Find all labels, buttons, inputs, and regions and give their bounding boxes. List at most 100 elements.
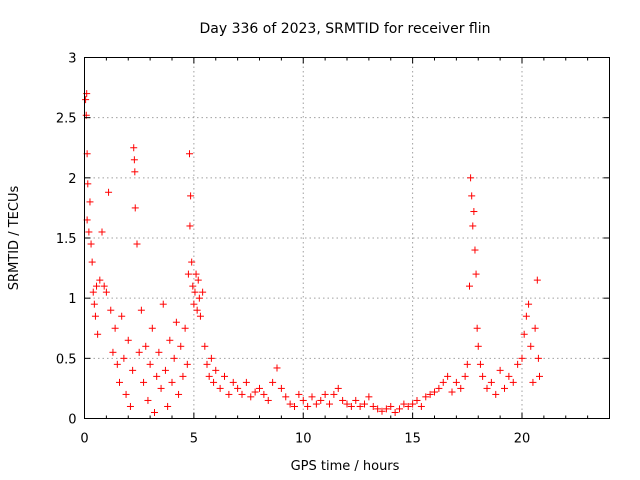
data-point	[168, 378, 176, 386]
data-point	[126, 402, 134, 410]
data-point	[471, 246, 479, 254]
data-point	[470, 208, 478, 216]
data-point	[107, 306, 115, 314]
data-point	[391, 408, 399, 416]
data-point	[260, 390, 268, 398]
data-point	[409, 400, 417, 408]
data-point	[151, 408, 158, 416]
data-point	[467, 174, 475, 182]
data-point	[422, 393, 430, 401]
data-point	[177, 342, 185, 350]
data-point	[229, 378, 237, 386]
data-point	[122, 390, 130, 398]
data-point	[347, 402, 355, 410]
data-point	[207, 354, 215, 362]
data-point	[396, 405, 403, 413]
data-point	[131, 168, 139, 176]
y-tick-label: 3	[68, 52, 76, 67]
data-point	[221, 372, 228, 380]
data-point	[192, 270, 200, 278]
data-point	[88, 258, 96, 266]
data-point	[187, 192, 195, 200]
data-point	[264, 396, 272, 404]
grid-lines	[84, 57, 610, 419]
data-point	[186, 222, 194, 230]
data-point	[203, 360, 211, 368]
data-point	[85, 228, 93, 236]
data-point	[164, 402, 172, 410]
data-point	[514, 360, 522, 368]
data-point	[181, 324, 189, 332]
data-point	[191, 288, 199, 296]
data-point	[461, 372, 469, 380]
data-point	[466, 282, 473, 290]
data-point	[374, 405, 382, 413]
data-point	[256, 384, 263, 392]
data-point	[90, 300, 98, 308]
data-point	[166, 336, 174, 344]
data-point	[439, 378, 447, 386]
data-point	[153, 372, 161, 380]
data-point	[531, 324, 539, 332]
data-point	[225, 390, 233, 398]
y-tick-label: 1.5	[56, 232, 77, 247]
data-point	[118, 312, 126, 320]
data-point	[84, 180, 92, 188]
data-point	[299, 396, 307, 404]
x-tick-labels: 0 5 10 15 20	[80, 432, 530, 447]
data-point	[188, 258, 196, 266]
data-point	[82, 96, 90, 104]
data-point	[326, 400, 333, 408]
data-point	[387, 402, 395, 410]
data-point	[505, 372, 513, 380]
data-point	[195, 294, 203, 302]
data-point	[120, 354, 128, 362]
y-tick-label: 2.5	[56, 112, 77, 127]
data-point	[457, 384, 465, 392]
data-point	[317, 396, 325, 404]
x-tick-label: 20	[514, 432, 531, 447]
data-point	[378, 407, 386, 415]
data-point	[413, 396, 421, 404]
data-point	[479, 372, 487, 380]
data-point	[142, 342, 150, 350]
data-point	[431, 388, 438, 396]
data-point	[137, 306, 145, 314]
data-point	[473, 324, 481, 332]
data-point	[179, 372, 187, 380]
data-point	[159, 300, 167, 308]
data-point	[189, 282, 197, 290]
data-point	[520, 330, 528, 338]
data-point	[216, 384, 224, 392]
x-tick-label: 5	[190, 432, 198, 447]
data-point	[529, 378, 537, 386]
data-point	[129, 366, 137, 374]
data-point	[483, 384, 491, 392]
data-point	[116, 378, 123, 386]
data-point	[155, 348, 163, 356]
y-tick-label: 2	[68, 172, 76, 187]
data-point	[148, 324, 156, 332]
data-point	[295, 390, 303, 398]
data-point	[157, 384, 165, 392]
data-point	[444, 372, 452, 380]
data-point	[269, 378, 277, 386]
chart-title: Day 336 of 2023, SRMTID for receiver fli…	[200, 21, 491, 37]
data-point	[527, 342, 535, 350]
data-point	[452, 378, 460, 386]
data-point	[536, 372, 543, 380]
data-point	[533, 276, 541, 284]
x-axis-label: GPS time / hours	[291, 459, 400, 474]
data-point	[89, 288, 97, 296]
data-point	[525, 300, 533, 308]
data-point	[474, 342, 482, 350]
x-tick-label: 15	[404, 432, 421, 447]
data-point	[105, 188, 113, 196]
data-point	[404, 402, 412, 410]
data-point	[448, 388, 456, 396]
data-point	[140, 378, 148, 386]
y-tick-label: 1	[68, 292, 76, 307]
data-point	[518, 354, 526, 362]
data-point	[286, 400, 294, 408]
data-point	[93, 282, 101, 290]
